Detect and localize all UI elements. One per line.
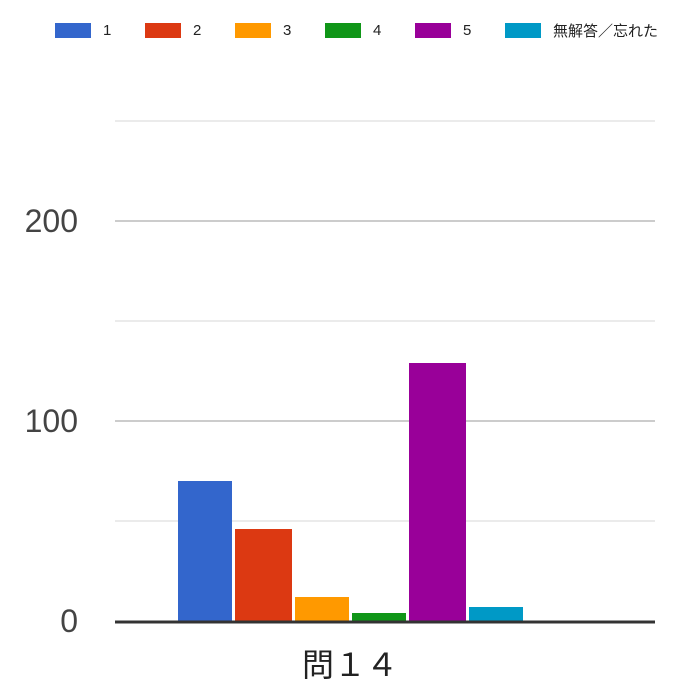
legend: 1 2 3 4 5 無解答／忘れた (55, 20, 658, 41)
y-tick-label: 100 (25, 403, 78, 439)
bar-series-4 (352, 613, 406, 621)
bar-series-5 (409, 363, 466, 621)
y-tick-label: 200 (25, 203, 78, 239)
bar-series-無解答／忘れた (469, 607, 523, 621)
bar-series-3 (295, 597, 349, 621)
legend-label: 3 (283, 22, 292, 39)
legend-label: 5 (463, 22, 472, 39)
legend-item: 1 (55, 20, 145, 41)
legend-item: 2 (145, 20, 235, 41)
legend-swatch (505, 23, 541, 38)
bar-series-2 (235, 529, 292, 621)
legend-swatch (55, 23, 91, 38)
legend-swatch (415, 23, 451, 38)
legend-label: 無解答／忘れた (553, 23, 659, 40)
legend-label: 2 (193, 22, 202, 39)
legend-item: 3 (235, 20, 325, 41)
legend-label: 1 (103, 22, 112, 39)
legend-swatch (235, 23, 271, 38)
legend-label: 4 (373, 22, 382, 39)
legend-item: 無解答／忘れた (505, 20, 658, 41)
legend-swatch (145, 23, 181, 38)
bar-series-1 (178, 481, 232, 621)
legend-item: 5 (415, 20, 505, 41)
y-tick-label: 0 (60, 603, 78, 639)
legend-swatch (325, 23, 361, 38)
x-category-label: 問１４ (302, 646, 398, 684)
legend-item: 4 (325, 20, 415, 41)
